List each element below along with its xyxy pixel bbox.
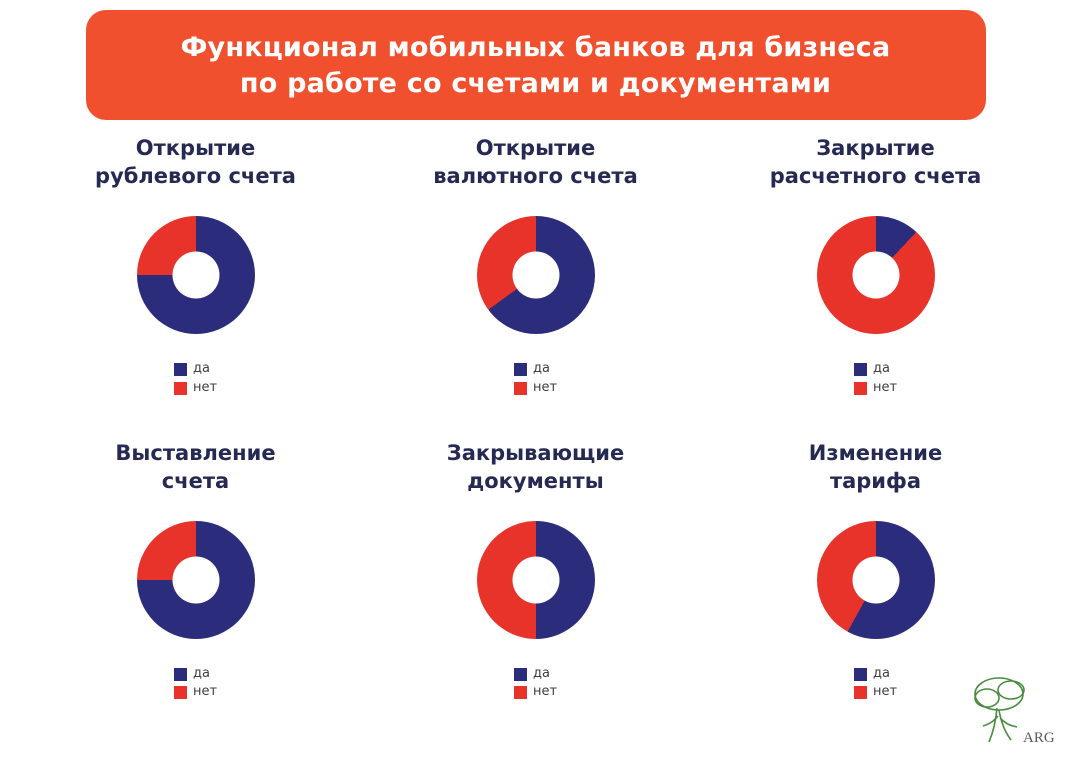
donut-chart <box>816 520 935 639</box>
donut-hole <box>852 251 899 299</box>
legend-row-no: нет <box>173 379 218 398</box>
chart-cell-closing-docs: Закрывающие документы да нет <box>366 439 706 704</box>
legend-row-no: нет <box>513 379 558 398</box>
tree-icon <box>974 677 1025 743</box>
legend-swatch-no <box>513 381 527 395</box>
legend-swatch-yes <box>853 667 867 681</box>
legend-swatch-no <box>853 381 867 395</box>
legend-label-no: нет <box>192 684 218 700</box>
legend-row-no: нет <box>513 683 558 702</box>
legend-row-no: нет <box>853 379 898 398</box>
chart-cell-invoice: Выставление счета да нет <box>26 439 366 704</box>
donut-hole <box>512 251 559 299</box>
donut-chart <box>136 520 255 639</box>
chart-legend: да нет <box>513 665 558 703</box>
chart-title-line1: Выставление <box>115 440 276 465</box>
legend-row-yes: да <box>853 665 897 684</box>
donut-chart <box>476 215 595 334</box>
donut-hole <box>512 556 559 604</box>
legend-label-yes: да <box>192 665 210 681</box>
chart-title: Закрытие расчетного счета <box>706 134 1046 192</box>
legend-row-no: нет <box>173 683 218 702</box>
chart-cell-close-account: Закрытие расчетного счета да нет <box>706 134 1046 399</box>
legend-row-yes: да <box>173 665 217 684</box>
legend-swatch-no <box>173 381 187 395</box>
legend-label-yes: да <box>532 360 550 376</box>
legend-label-yes: да <box>192 360 210 376</box>
legend-row-yes: да <box>513 360 557 379</box>
donut-chart <box>816 215 935 334</box>
legend-label-no: нет <box>872 379 898 395</box>
logo-text-node: ARG <box>1023 730 1055 746</box>
chart-title: Изменение тарифа <box>706 439 1046 497</box>
legend-label-yes: да <box>872 665 890 681</box>
page-title-line2: по работе со счетами и документами <box>239 67 832 99</box>
chart-title: Закрывающие документы <box>366 439 706 497</box>
chart-title: Открытие валютного счета <box>366 134 706 192</box>
page-title-line1: Функционал мобильных банков для бизнеса <box>180 32 891 63</box>
legend-swatch-no <box>513 686 527 700</box>
legend-swatch-yes <box>853 362 867 376</box>
chart-title-line1: Закрытие <box>816 135 935 160</box>
chart-title-line1: Открытие <box>135 135 256 160</box>
legend-label-yes: да <box>532 665 550 681</box>
legend-row-no: нет <box>853 683 898 702</box>
chart-title-line1: Закрывающие <box>446 440 625 465</box>
chart-legend: да нет <box>853 360 898 398</box>
legend-swatch-yes <box>513 362 527 376</box>
legend-label-no: нет <box>872 684 898 700</box>
donut-hole <box>852 556 899 604</box>
donut-hole <box>172 556 219 604</box>
chart-legend: да нет <box>173 360 218 398</box>
arg-logo: ARG <box>961 672 1057 746</box>
legend-row-yes: да <box>513 665 557 684</box>
donut-hole <box>172 251 219 299</box>
page-title-banner: Функционал мобильных банков для бизнеса … <box>85 10 986 120</box>
chart-title-line2: тарифа <box>829 468 922 493</box>
chart-title-line2: документы <box>467 468 604 493</box>
legend-swatch-no <box>173 686 187 700</box>
donut-chart <box>136 215 255 334</box>
chart-cell-tariff-change: Изменение тарифа да нет <box>706 439 1046 704</box>
chart-title-line1: Изменение <box>808 440 943 465</box>
chart-title-line2: расчетного счета <box>769 164 982 189</box>
legend-row-yes: да <box>173 360 217 379</box>
chart-title-line2: счета <box>161 468 230 493</box>
chart-legend: да нет <box>853 665 898 703</box>
legend-swatch-yes <box>173 667 187 681</box>
legend-swatch-yes <box>173 362 187 376</box>
chart-cell-ruble-account: Открытие рублевого счета да нет <box>26 134 366 399</box>
legend-label-no: нет <box>532 684 558 700</box>
legend-label-no: нет <box>192 379 218 395</box>
legend-label-yes: да <box>872 360 890 376</box>
chart-title: Выставление счета <box>26 439 366 497</box>
legend-swatch-yes <box>513 667 527 681</box>
chart-title: Открытие рублевого счета <box>26 134 366 192</box>
chart-title-line1: Открытие <box>475 135 596 160</box>
chart-cell-currency-account: Открытие валютного счета да нет <box>366 134 706 399</box>
chart-legend: да нет <box>173 665 218 703</box>
charts-grid: Открытие рублевого счета да нет Открытие… <box>26 134 1046 704</box>
legend-label-no: нет <box>532 379 558 395</box>
chart-title-line2: рублевого счета <box>95 164 296 189</box>
legend-row-yes: да <box>853 360 897 379</box>
donut-chart <box>476 520 595 639</box>
chart-title-line2: валютного счета <box>433 164 638 189</box>
chart-legend: да нет <box>513 360 558 398</box>
legend-swatch-no <box>853 686 867 700</box>
